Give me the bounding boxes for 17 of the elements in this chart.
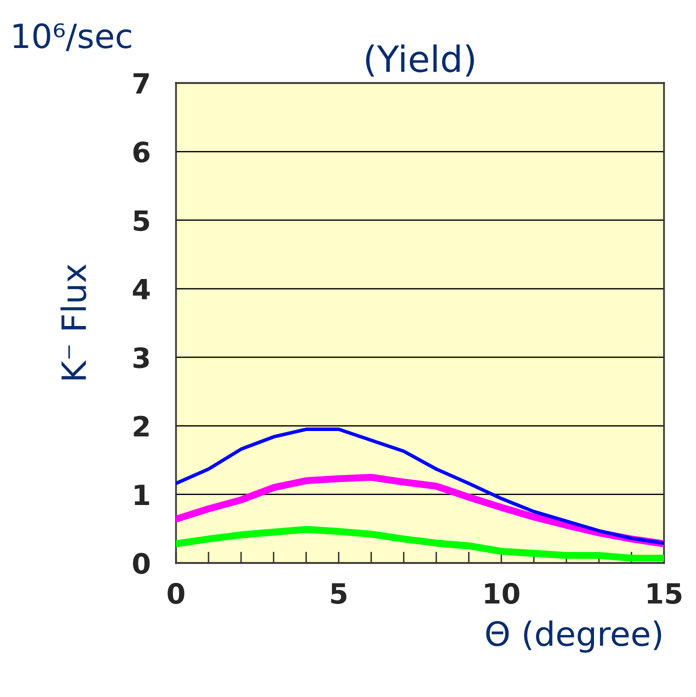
line-series xyxy=(176,428,664,545)
y-tick-label: 2 xyxy=(134,416,149,436)
text: 10⁶/sec xyxy=(14,23,132,52)
y-tick-label: 0 xyxy=(133,552,150,574)
y-tick-label: 5 xyxy=(134,210,150,232)
y-axis-title: K⁻ Flux xyxy=(60,264,86,380)
chart-title: (Yield) xyxy=(366,44,474,77)
x-tick-label: 15 xyxy=(648,583,682,604)
x-tick-label: 5 xyxy=(331,583,346,604)
x-tick-label: 0 xyxy=(168,582,184,604)
y-tick-label: 6 xyxy=(133,142,150,163)
x-axis-title: Θ (degree) xyxy=(486,620,662,653)
y-tick-label: 7 xyxy=(134,73,149,94)
x-tick-label: 10 xyxy=(485,582,520,604)
y-tick-label: 4 xyxy=(132,279,150,300)
y-tick-label: 1 xyxy=(134,484,150,505)
y-tick-label: 3 xyxy=(134,347,149,368)
